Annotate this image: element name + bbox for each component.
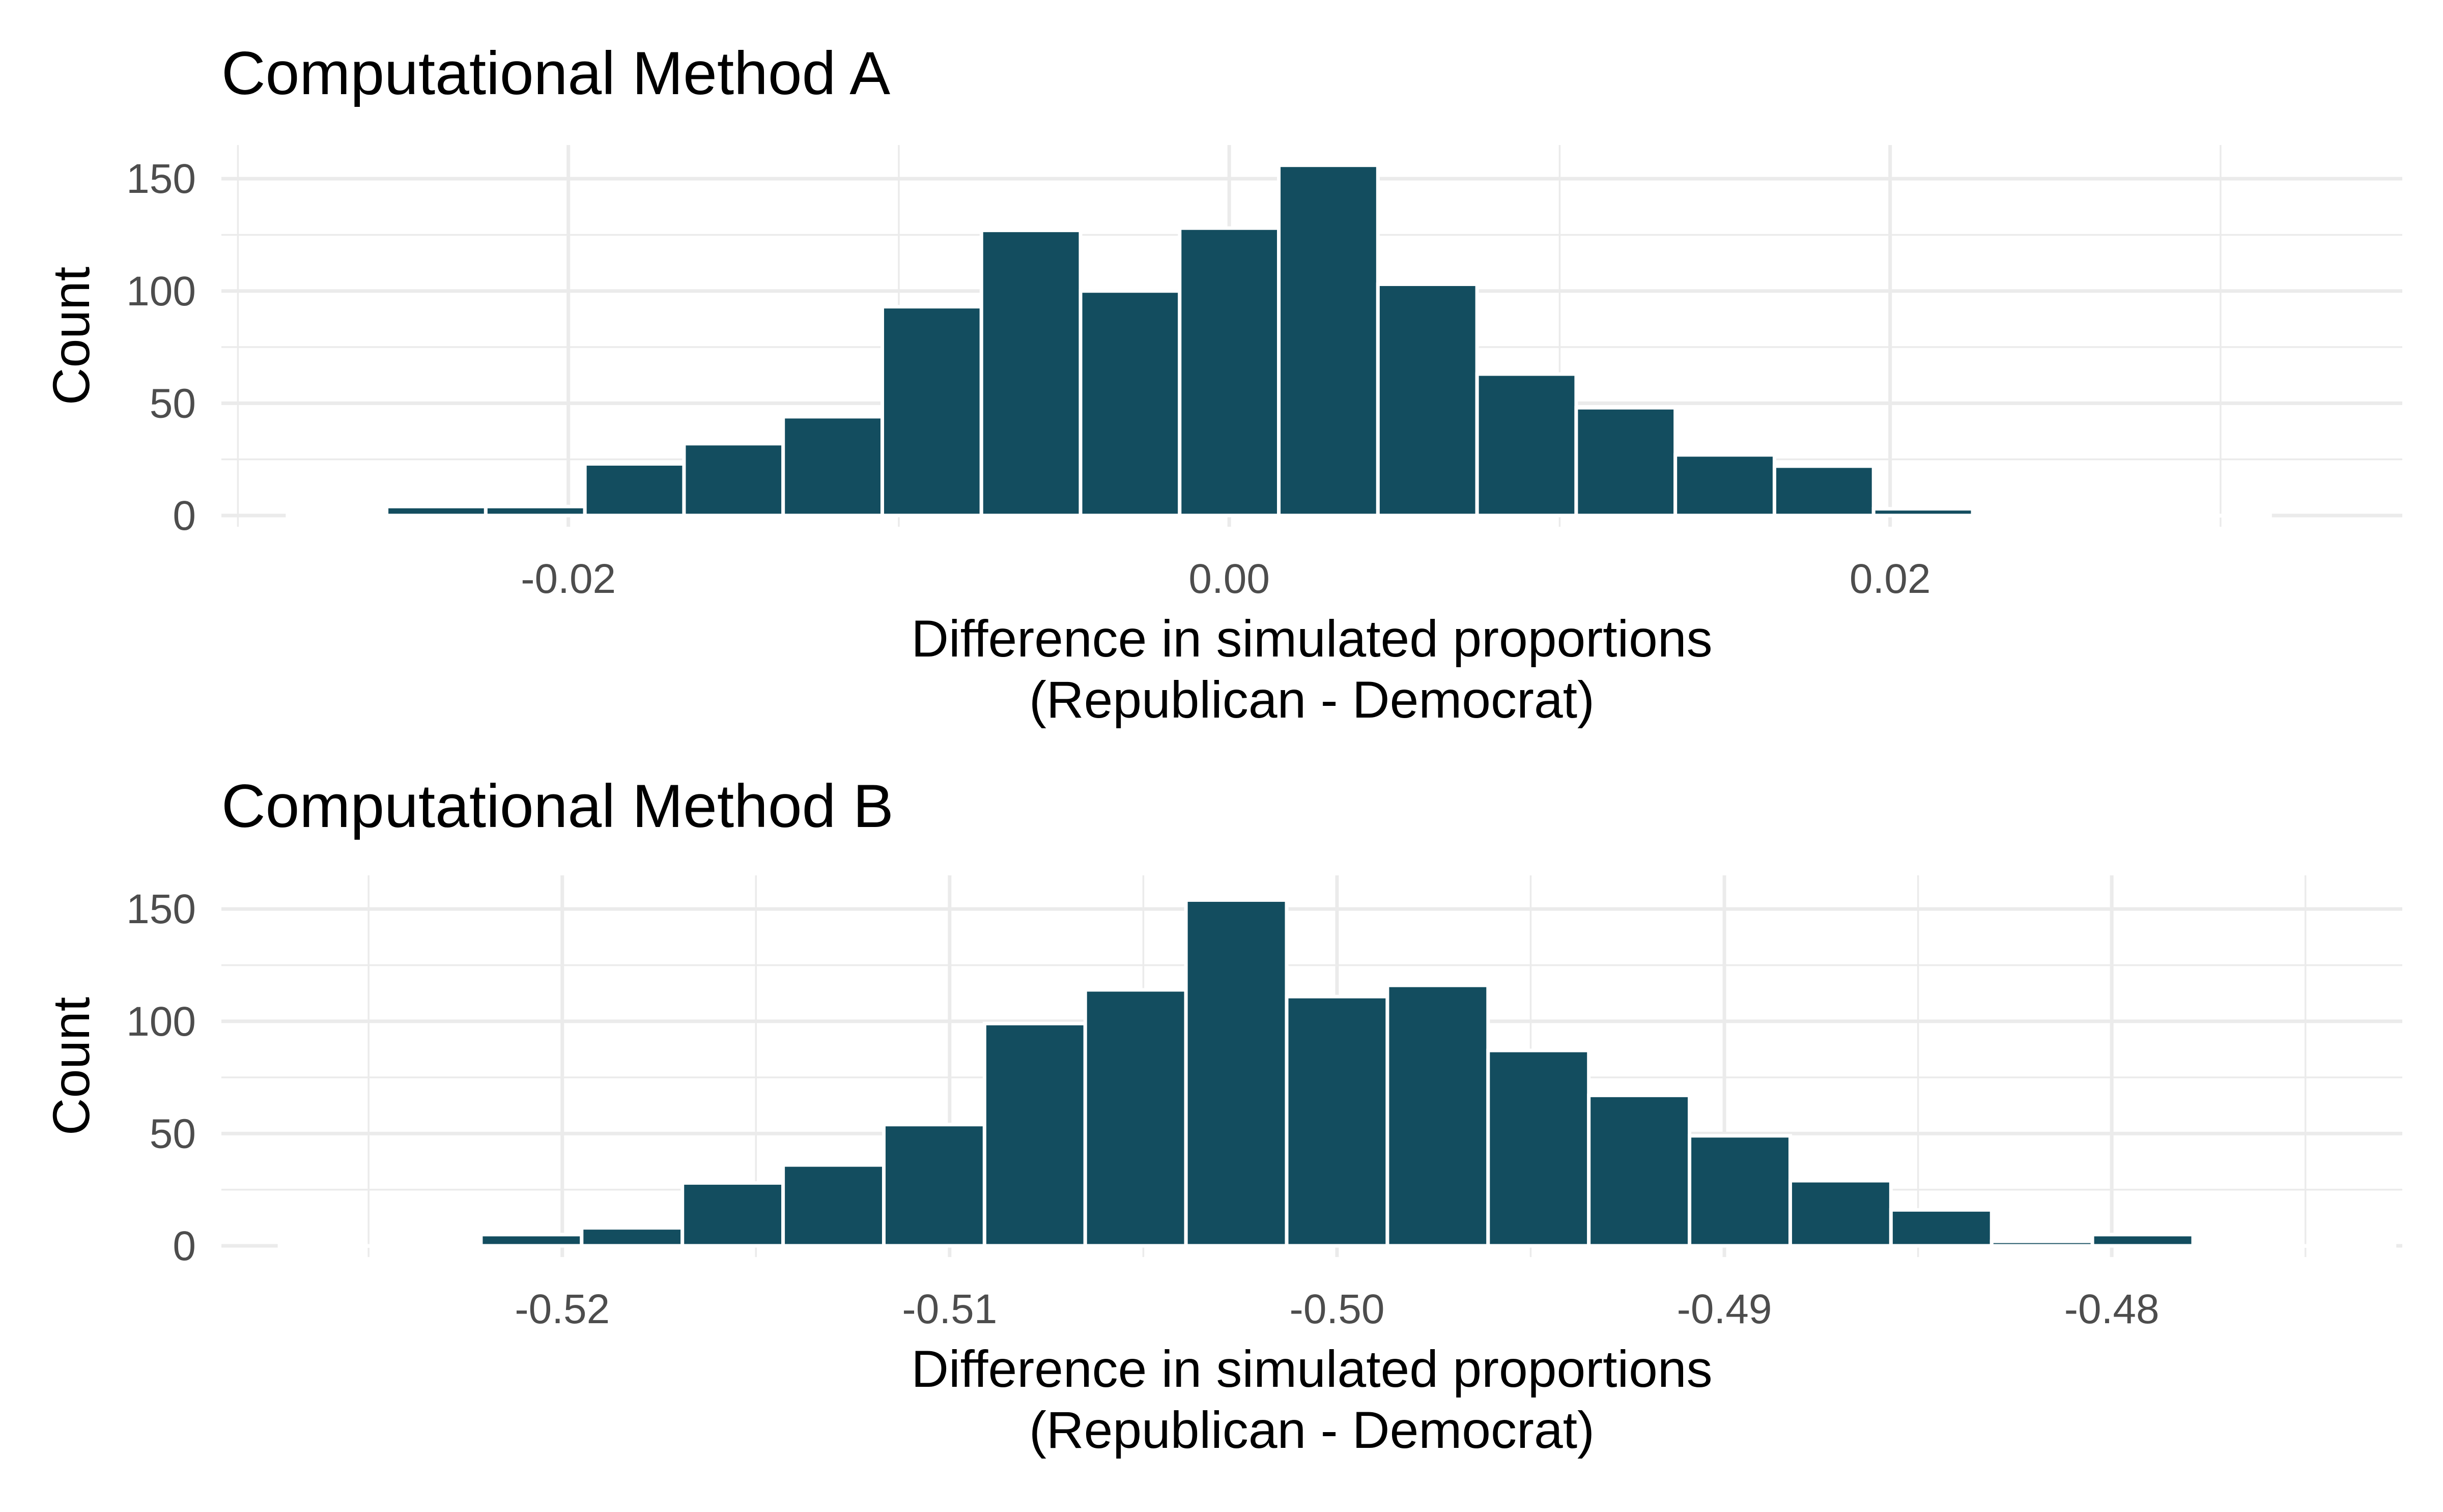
histogram-bar bbox=[580, 1226, 685, 1248]
x-tick-label: 0.02 bbox=[1850, 556, 1931, 602]
x-tick-label: -0.52 bbox=[515, 1286, 610, 1332]
chart-title: Computational Method A bbox=[221, 39, 890, 107]
histogram-bar bbox=[682, 442, 785, 518]
y-tick-label: 150 bbox=[126, 156, 196, 202]
histogram-bar bbox=[1990, 1239, 2094, 1248]
histogram-bar bbox=[385, 504, 488, 518]
histogram-bar bbox=[1178, 226, 1281, 518]
histogram-bar bbox=[583, 462, 686, 518]
x-tick-label: -0.02 bbox=[521, 556, 616, 602]
y-tick-label: 0 bbox=[173, 493, 196, 539]
histogram-bar bbox=[1277, 163, 1380, 518]
x-tick-label: -0.48 bbox=[2064, 1286, 2160, 1332]
histogram-bar bbox=[781, 1163, 886, 1248]
histogram-bar bbox=[680, 1181, 785, 1248]
chart-panel-a: 0 50 100 150 -0.02 0.00 0.02 Computational Meth… bbox=[42, 39, 2402, 729]
histogram-bar bbox=[982, 1021, 1087, 1248]
y-tick-label: 50 bbox=[150, 380, 196, 426]
histogram-bar bbox=[1871, 507, 1975, 518]
x-axis-subtitle: (Republican - Democrat) bbox=[1029, 1401, 1595, 1459]
histogram-bar bbox=[1083, 988, 1188, 1248]
y-tick-label: 0 bbox=[173, 1223, 196, 1269]
histogram-bar bbox=[1486, 1048, 1591, 1248]
x-tick-label: -0.49 bbox=[1677, 1286, 1772, 1332]
y-tick-label: 50 bbox=[150, 1110, 196, 1157]
histogram-bar bbox=[979, 229, 1083, 518]
histogram-bar bbox=[1889, 1208, 1994, 1248]
x-tick-label: -0.51 bbox=[902, 1286, 997, 1332]
y-tick-label: 150 bbox=[126, 886, 196, 932]
histogram-bar bbox=[1688, 1134, 1792, 1248]
chart-panel-b: 0 50 100 150 -0.52 -0.51 -0.50 -0.49 -0.48 Comput… bbox=[42, 772, 2402, 1459]
histogram-bar bbox=[1184, 898, 1289, 1248]
y-tick-label: 100 bbox=[126, 268, 196, 315]
histogram-bar bbox=[880, 305, 983, 518]
histogram-bar bbox=[1574, 406, 1678, 518]
x-axis-subtitle: (Republican - Democrat) bbox=[1029, 671, 1595, 729]
histogram-bar bbox=[479, 1233, 584, 1248]
y-axis-title: Count bbox=[42, 997, 100, 1135]
x-axis-title: Difference in simulated proportions bbox=[911, 1340, 1712, 1398]
histogram-bar bbox=[1376, 282, 1479, 518]
histogram-bar bbox=[781, 415, 884, 518]
histogram-bar bbox=[1587, 1093, 1692, 1248]
x-axis-title: Difference in simulated proportions bbox=[911, 610, 1712, 668]
histogram-bars bbox=[277, 898, 2397, 1248]
histogram-bar bbox=[1285, 994, 1389, 1248]
histogram-bar bbox=[1385, 983, 1490, 1248]
histogram-bar bbox=[1475, 372, 1578, 518]
x-tick-label: 0.00 bbox=[1188, 556, 1270, 602]
histogram-bar bbox=[484, 504, 587, 518]
histogram-bar bbox=[1078, 289, 1182, 518]
x-tick-label: -0.50 bbox=[1290, 1286, 1385, 1332]
chart-title: Computational Method B bbox=[221, 772, 894, 840]
histogram-bar bbox=[1673, 453, 1776, 518]
histogram-bar bbox=[1788, 1179, 1893, 1248]
histogram-bar bbox=[882, 1123, 986, 1248]
histogram-bar bbox=[286, 511, 389, 518]
histogram-bar bbox=[2090, 1233, 2195, 1248]
y-tick-label: 100 bbox=[126, 999, 196, 1045]
y-axis-title: Count bbox=[42, 267, 100, 405]
histogram-bars bbox=[286, 163, 2272, 518]
histogram-bar bbox=[1772, 464, 1876, 518]
